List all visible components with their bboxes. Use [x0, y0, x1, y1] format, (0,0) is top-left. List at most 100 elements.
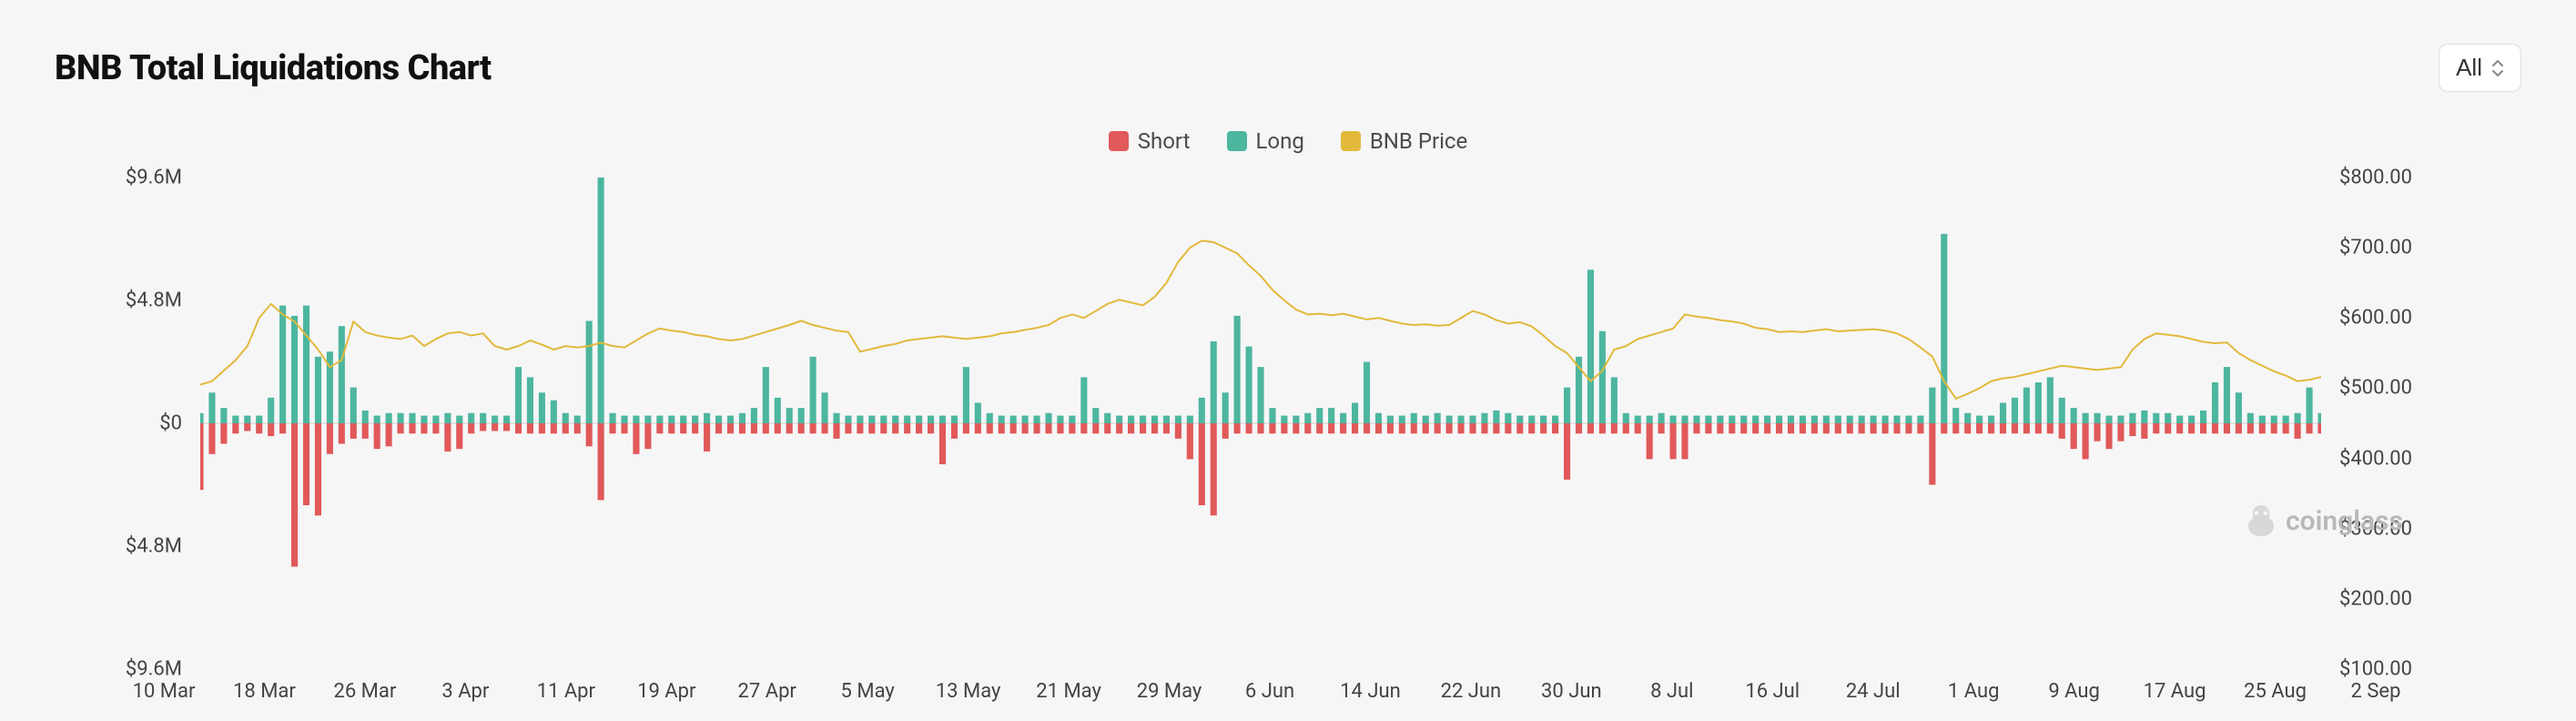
bar-long — [386, 413, 392, 423]
bar-short — [1669, 423, 1676, 459]
bar-short — [574, 423, 581, 433]
bar-long — [268, 398, 274, 423]
bar-short — [1905, 423, 1912, 433]
bar-short — [727, 423, 734, 433]
bar-long — [1540, 416, 1547, 423]
bar-short — [1340, 423, 1346, 433]
bar-long — [1587, 269, 1594, 423]
y-left-tick-label: $0 — [159, 412, 182, 435]
bar-short — [2117, 423, 2124, 442]
bar-long — [644, 416, 651, 423]
bar-long — [1871, 416, 1877, 423]
liquidations-chart: $9.6M$4.8M$0$4.8M$9.6M $800.00$700.00$60… — [91, 178, 2467, 669]
bar-long — [1800, 416, 1806, 423]
bar-short — [880, 423, 887, 433]
bar-short — [303, 423, 309, 505]
bar-short — [1800, 423, 1806, 433]
bar-short — [386, 423, 392, 446]
bar-long — [1245, 347, 1252, 423]
bar-long — [1705, 416, 1711, 423]
chart-plot-area — [200, 178, 2321, 669]
legend-item-long[interactable]: Long — [1227, 128, 1304, 154]
bar-long — [1469, 416, 1476, 423]
bar-long — [409, 413, 415, 423]
bar-short — [1835, 423, 1841, 433]
bar-short — [2224, 423, 2230, 433]
bar-short — [845, 423, 851, 433]
bar-long — [2083, 413, 2089, 423]
bar-long — [1635, 416, 1641, 423]
bar-long — [2295, 413, 2301, 423]
legend-item-short[interactable]: Short — [1109, 128, 1191, 154]
bar-long — [798, 408, 805, 423]
bar-short — [2188, 423, 2195, 433]
bar-long — [2224, 367, 2230, 423]
bar-short — [1481, 423, 1487, 433]
bar-short — [963, 423, 969, 433]
bar-long — [1175, 416, 1182, 423]
bar-short — [1328, 423, 1334, 433]
bar-long — [656, 416, 663, 423]
bar-short — [1623, 423, 1629, 433]
x-tick-label: 16 Jul — [1745, 680, 1800, 703]
x-tick-label: 29 May — [1137, 680, 1202, 703]
bar-short — [692, 423, 698, 433]
bar-short — [2212, 423, 2218, 433]
bar-short — [715, 423, 722, 433]
bar-short — [975, 423, 981, 433]
bar-long — [1104, 413, 1111, 423]
bar-long — [1411, 413, 1417, 423]
bar-short — [1092, 423, 1099, 433]
bar-short — [786, 423, 793, 433]
bar-long — [704, 413, 710, 423]
bar-short — [503, 423, 510, 431]
bar-long — [975, 403, 981, 424]
bar-long — [999, 416, 1005, 423]
bar-short — [291, 423, 298, 567]
bar-long — [928, 416, 934, 423]
bar-short — [904, 423, 910, 433]
bar-long — [1375, 413, 1382, 423]
legend-swatch-short — [1109, 131, 1129, 151]
bar-long — [515, 367, 522, 423]
legend-item-price[interactable]: BNB Price — [1341, 128, 1467, 154]
bar-long — [1835, 416, 1841, 423]
bar-long — [527, 377, 533, 423]
bar-long — [2306, 388, 2312, 423]
bar-long — [1811, 416, 1818, 423]
bar-short — [1423, 423, 1429, 433]
bar-short — [515, 423, 522, 433]
y-left-tick-label: $9.6M — [126, 658, 182, 681]
bar-short — [1528, 423, 1535, 433]
bar-long — [951, 416, 958, 423]
bar-short — [1069, 423, 1075, 433]
bar-long — [2212, 382, 2218, 423]
bar-short — [2094, 423, 2100, 442]
bar-long — [244, 416, 250, 423]
bar-long — [668, 416, 674, 423]
bar-short — [1540, 423, 1547, 433]
range-selector-label: All — [2456, 54, 2482, 82]
range-selector[interactable]: All — [2439, 44, 2521, 92]
bar-long — [1481, 413, 1487, 423]
bar-long — [1364, 362, 1370, 424]
bar-long — [680, 416, 686, 423]
bar-long — [727, 416, 734, 423]
x-tick-label: 13 May — [936, 680, 1001, 703]
bar-short — [1163, 423, 1170, 433]
bar-long — [1328, 408, 1334, 423]
x-tick-label: 24 Jul — [1846, 680, 1901, 703]
bar-short — [1128, 423, 1134, 433]
bar-short — [2306, 423, 2312, 433]
watermark-icon — [2246, 503, 2277, 539]
bar-long — [868, 416, 875, 423]
bar-long — [763, 367, 769, 423]
bar-long — [609, 413, 615, 423]
bar-short — [339, 423, 345, 444]
x-tick-label: 18 Mar — [233, 680, 296, 703]
bar-long — [2188, 416, 2195, 423]
bar-long — [468, 413, 474, 423]
bar-short — [939, 423, 946, 464]
bar-long — [2153, 413, 2159, 423]
bar-long — [2035, 382, 2042, 423]
